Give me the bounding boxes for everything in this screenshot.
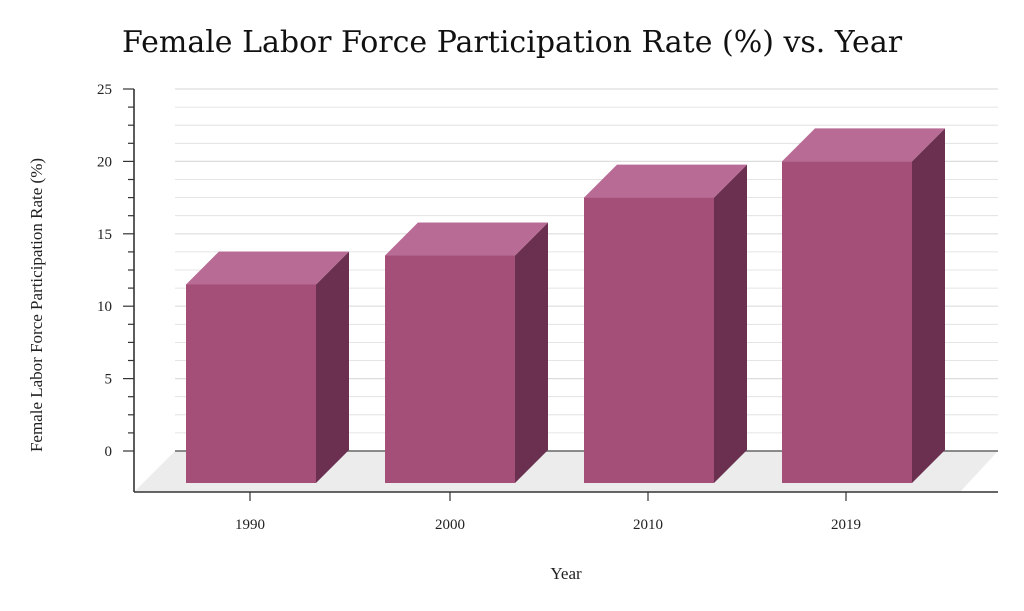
bar-top-face xyxy=(186,251,349,285)
y-tick-label: 20 xyxy=(97,154,112,170)
bar-top-face xyxy=(584,164,747,198)
bar-front-face xyxy=(584,197,714,483)
bar-2010 xyxy=(584,164,747,483)
bar-side-face xyxy=(714,164,747,483)
y-tick-label: 0 xyxy=(105,444,113,460)
bar-side-face xyxy=(515,222,548,483)
y-axis-label: Female Labor Force Participation Rate (%… xyxy=(27,158,46,452)
x-axis-label: Year xyxy=(550,564,582,583)
tick-labels: 0 5 10 15 20 25 1990 2000 2010 2019 xyxy=(97,82,861,533)
bar-top-face xyxy=(782,128,945,162)
bar-top-face xyxy=(385,222,548,256)
bar-front-face xyxy=(385,255,515,483)
x-tick-label: 2000 xyxy=(435,517,465,533)
chart-title: Female Labor Force Participation Rate (%… xyxy=(122,25,903,60)
bar-side-face xyxy=(912,128,945,483)
bar-2019 xyxy=(782,128,945,483)
y-tick-label: 25 xyxy=(97,82,112,98)
bar-front-face xyxy=(782,161,912,483)
y-tick-label: 15 xyxy=(97,227,112,243)
axes xyxy=(123,88,998,501)
bar-2000 xyxy=(385,222,548,483)
y-tick-label: 5 xyxy=(105,372,113,388)
bar-side-face xyxy=(316,251,349,483)
bars xyxy=(186,128,945,483)
y-tick-label: 10 xyxy=(97,299,112,315)
x-tick-label: 2019 xyxy=(831,517,861,533)
x-tick-label: 1990 xyxy=(235,517,265,533)
bar-1990 xyxy=(186,251,349,483)
x-tick-label: 2010 xyxy=(633,517,663,533)
bar-front-face xyxy=(186,284,316,483)
